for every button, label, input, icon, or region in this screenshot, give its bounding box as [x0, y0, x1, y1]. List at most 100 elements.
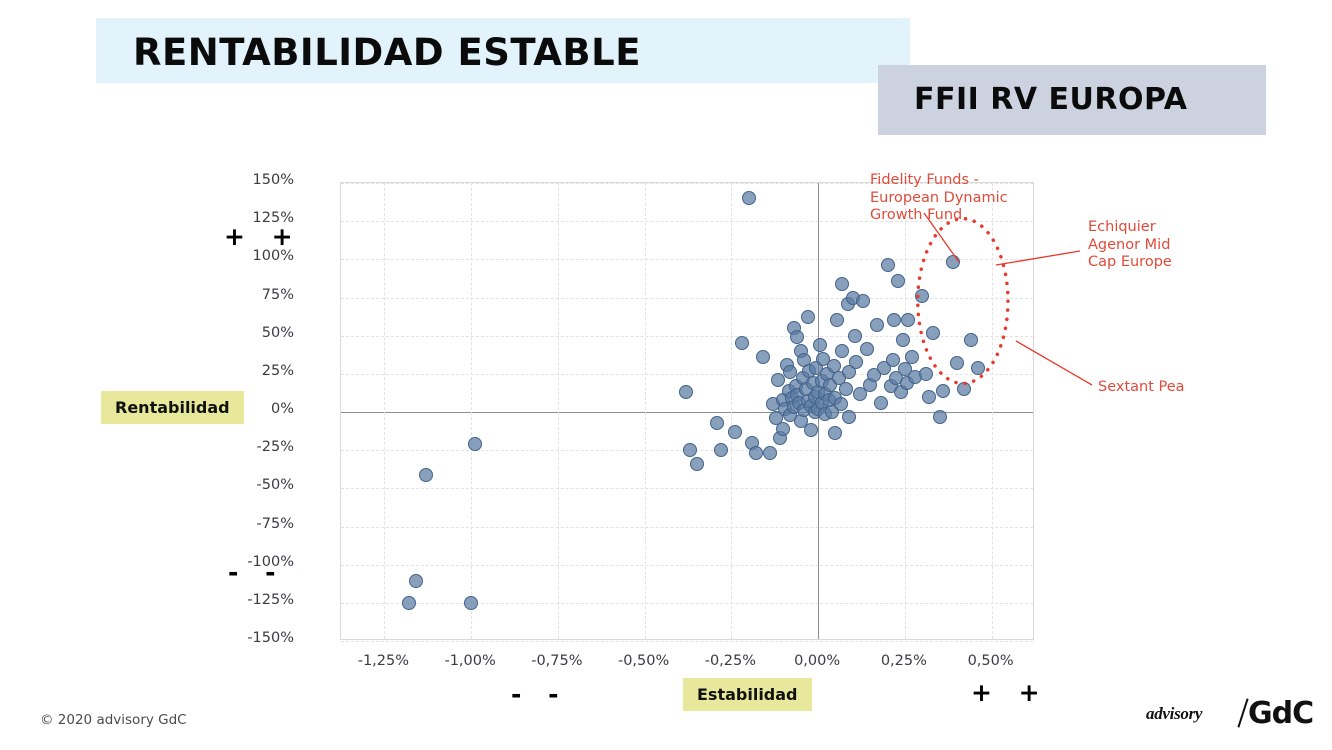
- x-tick-label: -0,75%: [531, 653, 583, 669]
- scatter-point: [838, 382, 853, 397]
- y-tick-label: 50%: [261, 324, 294, 341]
- annotation-echiquier: Echiquier Agenor Mid Cap Europe: [1088, 219, 1172, 270]
- gridline-horizontal: [341, 526, 1033, 528]
- scatter-point: [904, 350, 919, 365]
- y-tick-label: 125%: [252, 210, 294, 227]
- x-tick-label: 0,50%: [967, 653, 1014, 669]
- scatter-point: [464, 595, 479, 610]
- title-banner: [96, 18, 910, 83]
- scatter-point: [915, 288, 930, 303]
- x-tick-label: -1,25%: [357, 653, 410, 669]
- scatter-point: [776, 421, 791, 436]
- scatter-point: [887, 313, 902, 328]
- scatter-point: [710, 415, 725, 430]
- estabilidad-high-marker: + +: [971, 678, 1049, 707]
- scatter-point: [842, 409, 857, 424]
- y-zero-axis: [341, 412, 1033, 413]
- y-axis-caption: Rentabilidad: [101, 391, 244, 424]
- scatter-point: [870, 317, 885, 332]
- scatter-point: [833, 397, 848, 412]
- page-subtitle: FFII RV EUROPA: [914, 82, 1188, 117]
- logo-advisory-text: advisory: [1146, 704, 1203, 723]
- x-tick-label: 0,25%: [880, 653, 927, 669]
- scatter-point: [679, 385, 694, 400]
- y-tick-label: 25%: [261, 362, 294, 379]
- scatter-point: [467, 437, 482, 452]
- gridline-horizontal: [341, 602, 1033, 604]
- gridline-horizontal: [341, 297, 1033, 299]
- scatter-point: [835, 343, 850, 358]
- y-tick-label: -125%: [247, 591, 294, 608]
- gridline-horizontal: [341, 488, 1033, 490]
- y-tick-label: -75%: [256, 515, 294, 532]
- scatter-point: [847, 328, 862, 343]
- estabilidad-low-marker: - -: [511, 680, 568, 709]
- scatter-point: [946, 255, 961, 270]
- scatter-point: [748, 446, 763, 461]
- y-tick-label: 75%: [261, 286, 294, 303]
- scatter-point: [755, 350, 770, 365]
- subtitle-banner: [878, 65, 1266, 135]
- y-tick-label: 100%: [252, 248, 294, 265]
- x-tick-label: -0,50%: [617, 653, 670, 669]
- scatter-point: [949, 356, 964, 371]
- scatter-point: [922, 389, 937, 404]
- rentabilidad-high-marker: + +: [224, 222, 302, 251]
- gridline-horizontal: [341, 259, 1033, 261]
- y-tick-label: -25%: [256, 439, 294, 456]
- scatter-point: [873, 395, 888, 410]
- scatter-point: [771, 372, 786, 387]
- scatter-point: [727, 424, 742, 439]
- scatter-point: [682, 443, 697, 458]
- scatter-point: [689, 456, 704, 471]
- scatter-point: [419, 467, 433, 482]
- gridline-vertical: [644, 183, 646, 639]
- gridline-vertical: [991, 183, 993, 639]
- scatter-point: [741, 191, 756, 206]
- scatter-point: [936, 383, 951, 398]
- scatter-point: [830, 313, 845, 328]
- x-tick-label: 0,00%: [794, 653, 841, 669]
- scatter-point: [835, 276, 850, 291]
- scatter-point: [932, 409, 947, 424]
- scatter-point: [856, 293, 871, 308]
- scatter-point: [849, 354, 864, 369]
- scatter-point: [896, 333, 911, 348]
- scatter-point: [401, 595, 416, 610]
- scatter-point: [963, 333, 978, 348]
- scatter-point: [866, 368, 881, 383]
- scatter-point: [812, 337, 827, 352]
- scatter-point: [852, 386, 867, 401]
- x-tick-label: -0,25%: [704, 653, 757, 669]
- plot-area: [340, 182, 1034, 642]
- x-tick-label: -1,00%: [444, 653, 496, 669]
- scatter-point: [885, 353, 900, 368]
- scatter-point: [828, 426, 843, 441]
- scatter-point: [800, 310, 815, 325]
- gridline-horizontal: [341, 221, 1033, 223]
- scatter-point: [956, 382, 971, 397]
- scatter-point: [804, 423, 819, 438]
- annotation-sextant: Sextant Pea: [1098, 379, 1185, 395]
- scatter-point: [713, 443, 728, 458]
- gridline-vertical: [557, 183, 559, 639]
- scatter-point: [901, 313, 916, 328]
- gridline-horizontal: [341, 373, 1033, 375]
- gridline-vertical: [904, 183, 906, 639]
- gridline-horizontal: [341, 335, 1033, 337]
- gridline-vertical: [731, 183, 733, 639]
- scatter-point: [880, 258, 895, 273]
- scatter-point: [970, 360, 985, 375]
- gridline-vertical: [384, 183, 386, 639]
- scatter-point: [408, 574, 423, 589]
- scatter-point: [762, 446, 777, 461]
- scatter-point: [918, 366, 933, 381]
- page-title: RENTABILIDAD ESTABLE: [133, 31, 641, 74]
- gridline-horizontal: [341, 183, 1033, 184]
- y-tick-label: -150%: [247, 630, 294, 646]
- y-tick-label: -100%: [247, 553, 294, 570]
- copyright-text: © 2020 advisory GdC: [40, 712, 187, 728]
- scatter-point: [734, 336, 749, 351]
- scatter-point: [859, 342, 874, 357]
- logo-gdc-text: GdC: [1248, 696, 1314, 731]
